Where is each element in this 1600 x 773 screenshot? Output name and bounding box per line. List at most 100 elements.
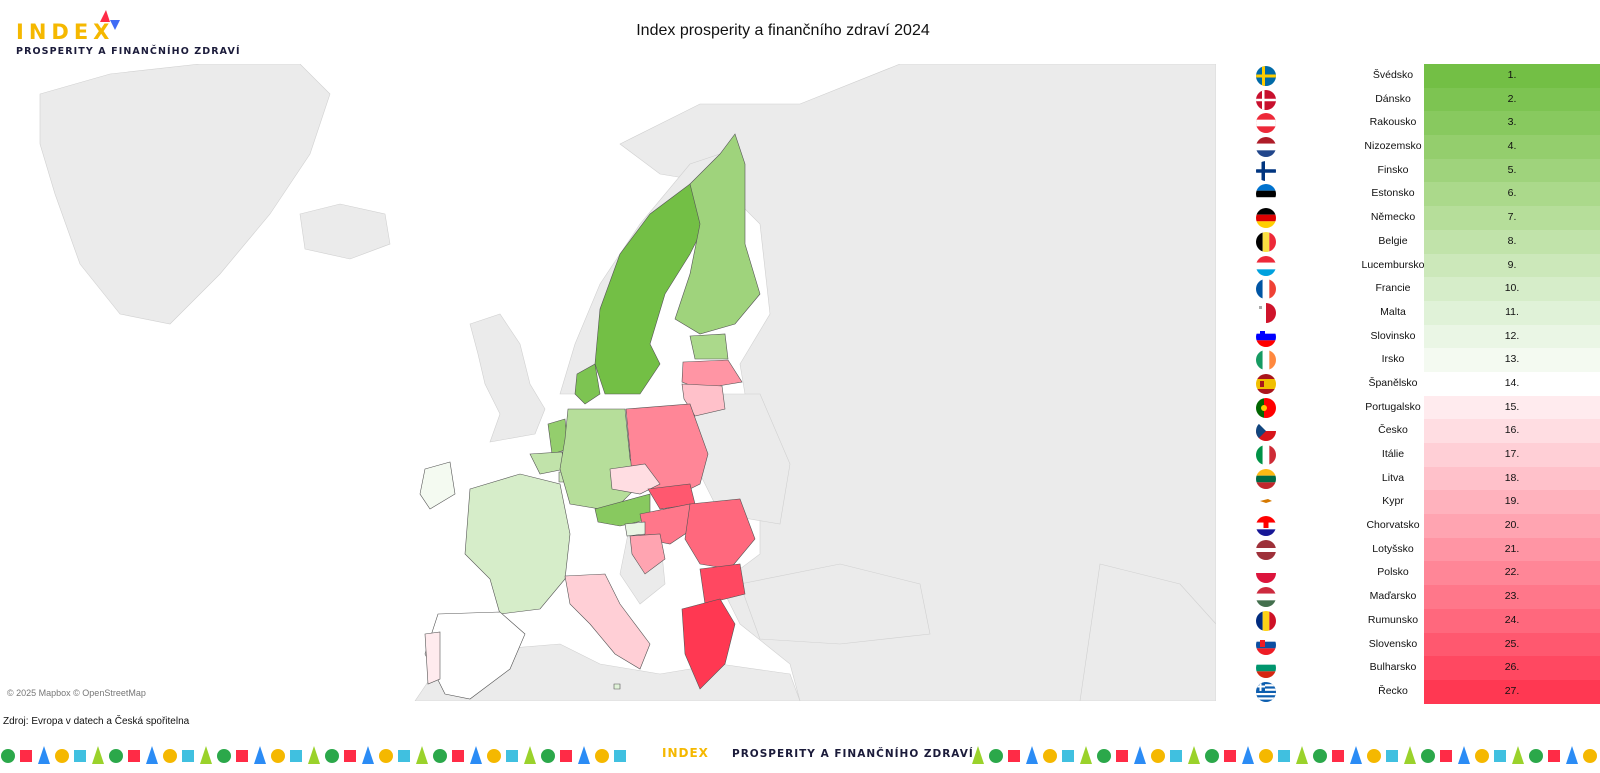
- footer-decoration-icon: [1332, 750, 1344, 762]
- flag-it-icon: [1256, 445, 1276, 465]
- footer-decoration-icon: [344, 750, 356, 762]
- footer-decoration-icon: [290, 750, 302, 762]
- footer-decoration-icon: [128, 750, 140, 762]
- ranking-row-si: Slovinsko 12.: [1256, 324, 1600, 349]
- region-at: [594, 493, 651, 527]
- rank-value: 15.: [1424, 395, 1600, 420]
- region-lt: [681, 383, 726, 417]
- footer-decoration-icon: [452, 750, 464, 762]
- country-name: Francie: [1375, 282, 1411, 295]
- rank-value: 18.: [1424, 466, 1600, 491]
- choropleth-map[interactable]: [0, 64, 1216, 701]
- rank-value: 24.: [1424, 608, 1600, 633]
- ranking-row-dk: Dánsko 2.: [1256, 87, 1600, 112]
- country-name: Bulharsko: [1369, 661, 1417, 674]
- country-name: Maďarsko: [1369, 590, 1417, 603]
- footer-decoration-icon: [20, 750, 32, 762]
- footer-decoration-icon: [1097, 749, 1111, 763]
- ranking-row-lv: Lotyšsko 21.: [1256, 537, 1600, 562]
- footer-decoration-icon: [1205, 749, 1219, 763]
- rank-value: 21.: [1424, 537, 1600, 562]
- rank-value: 26.: [1424, 656, 1600, 680]
- source-note: Zdroj: Evropa v datech a Česká spořiteln…: [3, 716, 190, 727]
- country-name: Estonsko: [1371, 187, 1415, 200]
- region-bg: [699, 563, 746, 605]
- ranking-row-it: Itálie 17.: [1256, 443, 1600, 467]
- flag-es-icon: [1256, 373, 1276, 394]
- rank-value: 25.: [1424, 632, 1600, 657]
- footer-decoration-icon: [595, 749, 609, 763]
- flag-pl-icon: [1256, 563, 1276, 584]
- rank-value: 17.: [1424, 443, 1600, 467]
- ranking-row-at: Rakousko 3.: [1256, 111, 1600, 136]
- ranking-row-ro: Rumunsko 24.: [1256, 608, 1600, 633]
- ranking-row-pt: Portugalsko 15.: [1256, 395, 1600, 420]
- ranking-row-ee: Estonsko 6.: [1256, 182, 1600, 207]
- footer-decoration-icon: [1367, 749, 1381, 763]
- region-hr: [629, 533, 666, 575]
- region-dk: [574, 363, 601, 405]
- flag-ie-icon: [1256, 350, 1276, 371]
- country-name: Lotyšsko: [1372, 542, 1414, 555]
- rank-value: 2.: [1424, 87, 1600, 112]
- basemap-land: [39, 64, 1216, 701]
- flag-bg-icon: [1256, 658, 1276, 679]
- page-title: Index prosperity a finančního zdraví 202…: [636, 22, 930, 39]
- country-name: Kypr: [1382, 495, 1404, 508]
- footer-decoration-icon: [1494, 750, 1506, 762]
- footer-logo-subtitle: PROSPERITY A FINANČNÍHO ZDRAVÍ: [732, 748, 974, 760]
- ranking-row-be: Belgie 8.: [1256, 229, 1600, 254]
- ranking-row-de: Německo 7.: [1256, 206, 1600, 230]
- ranking-row-nl: Nizozemsko 4.: [1256, 135, 1600, 159]
- footer-decoration-icon: [379, 749, 393, 763]
- footer-decoration-icon: [972, 746, 984, 764]
- footer-decoration-icon: [487, 749, 501, 763]
- rank-value: 3.: [1424, 111, 1600, 136]
- country-name: Lucembursko: [1361, 258, 1425, 271]
- brand-logo: INDEX PROSPERITY A FINANČNÍHO ZDRAVÍ: [14, 8, 244, 60]
- footer-decoration-icon: [1242, 746, 1254, 764]
- map-attribution: © 2025 Mapbox © OpenStreetMap: [7, 688, 146, 698]
- footer-decoration-icon: [470, 746, 482, 764]
- footer-decoration-icon: [578, 746, 590, 764]
- country-name: Irsko: [1381, 353, 1405, 366]
- flag-hr-icon: [1256, 516, 1276, 537]
- flag-ro-icon: [1256, 610, 1276, 631]
- footer-decoration-icon: [1170, 750, 1182, 762]
- rank-value: 12.: [1424, 324, 1600, 349]
- flag-se-icon: [1256, 66, 1276, 86]
- footer-decoration-icon: [362, 746, 374, 764]
- ranking-row-fr: Francie 10.: [1256, 277, 1600, 301]
- footer-decoration-icon: [1440, 750, 1452, 762]
- footer-decoration-icon: [1313, 749, 1327, 763]
- rank-value: 8.: [1424, 229, 1600, 254]
- flag-pt-icon: [1256, 397, 1276, 418]
- rank-value: 9.: [1424, 253, 1600, 278]
- flag-si-icon: [1256, 326, 1276, 347]
- footer-decoration-icon: [1404, 746, 1416, 764]
- rank-value: 4.: [1424, 135, 1600, 159]
- footer-logo: INDEX PROSPERITY A FINANČNÍHO ZDRAVÍ: [662, 742, 974, 761]
- footer-decoration-icon: [1566, 746, 1578, 764]
- footer-decoration-icon: [1062, 750, 1074, 762]
- logo-word: INDEX: [16, 20, 115, 44]
- flag-lv-icon: [1256, 539, 1276, 560]
- country-name: Nizozemsko: [1364, 140, 1422, 153]
- footer-decoration-icon: [416, 746, 428, 764]
- rank-value: 16.: [1424, 419, 1600, 443]
- footer-decoration-icon: [1043, 749, 1057, 763]
- footer-decoration-icon: [560, 750, 572, 762]
- ranking-row-pl: Polsko 22.: [1256, 561, 1600, 586]
- rank-value: 22.: [1424, 561, 1600, 586]
- ranking-row-ie: Irsko 13.: [1256, 348, 1600, 372]
- flag-sk-icon: [1256, 634, 1276, 655]
- flag-nl-icon: [1256, 137, 1276, 158]
- country-name: Švédsko: [1372, 69, 1414, 81]
- footer-decoration-icon: [1583, 749, 1597, 763]
- footer-decoration-icon: [1, 749, 15, 763]
- region-gr: [681, 598, 736, 690]
- logo-triangles-icon: [100, 10, 120, 30]
- footer-decoration-icon: [1188, 746, 1200, 764]
- country-name: Česko: [1378, 424, 1408, 437]
- eu-countries: [419, 133, 761, 700]
